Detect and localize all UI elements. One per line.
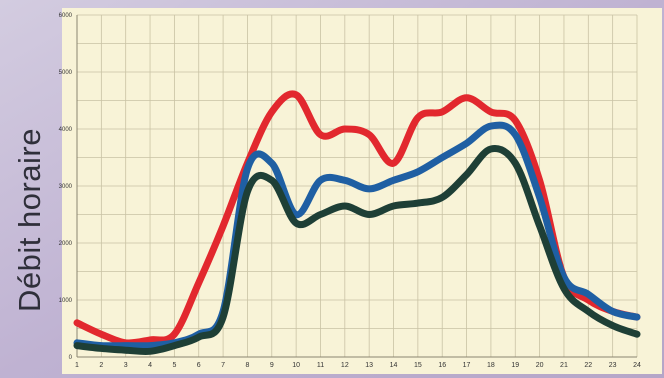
chart-series — [73, 90, 641, 356]
x-tick-label: 17 — [463, 362, 471, 369]
x-tick-label: 13 — [365, 362, 373, 369]
y-tick-label: 2000 — [59, 241, 73, 247]
x-tick-label: 15 — [414, 362, 422, 369]
x-tick-label: 3 — [124, 362, 128, 369]
series-line-3 — [73, 145, 641, 356]
x-tick-label: 7 — [221, 362, 225, 369]
series-line-1 — [73, 90, 641, 347]
y-tick-label: 1000 — [59, 298, 73, 304]
x-tick-label: 8 — [245, 362, 249, 369]
x-tick-label: 11 — [317, 362, 324, 369]
x-tick-label: 9 — [270, 362, 274, 369]
x-tick-label: 12 — [341, 362, 349, 369]
x-tick-label: 20 — [536, 362, 544, 369]
plot-area — [62, 8, 662, 374]
x-tick-label: 5 — [172, 362, 176, 369]
x-tick-label: 4 — [148, 362, 152, 369]
x-tick-label: 18 — [487, 362, 495, 369]
x-tick-label: 2 — [99, 362, 103, 369]
x-tick-label: 14 — [390, 362, 398, 369]
x-tick-label: 16 — [438, 362, 446, 369]
chart-axes — [76, 15, 637, 358]
x-tick-label: 1 — [75, 362, 79, 369]
x-tick-label: 21 — [560, 362, 568, 369]
x-tick-label: 10 — [292, 362, 300, 369]
x-tick-label: 19 — [511, 362, 519, 369]
x-tick-label: 24 — [633, 362, 641, 369]
x-tick-label: 22 — [584, 362, 592, 369]
y-tick-label: 4000 — [59, 127, 73, 133]
y-tick-label: 5000 — [59, 70, 73, 76]
y-tick-label: 3000 — [59, 184, 73, 190]
y-tick-label: 6000 — [59, 13, 73, 19]
x-tick-label: 6 — [197, 362, 201, 369]
y-axis-label: Débit horaire — [12, 128, 47, 312]
x-tick-label: 23 — [609, 362, 617, 369]
y-tick-label: 0 — [69, 355, 73, 361]
